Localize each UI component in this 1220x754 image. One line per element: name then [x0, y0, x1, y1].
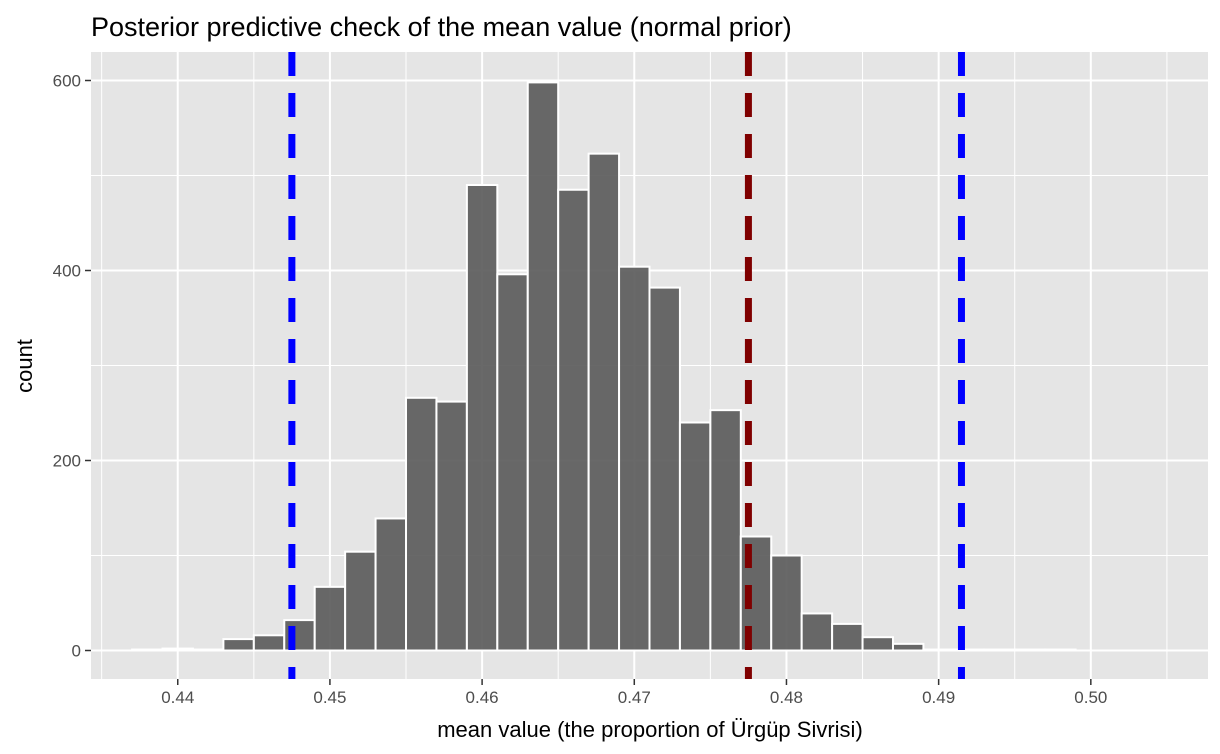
y-axis: 0 200 400 600 — [53, 72, 91, 661]
histogram-bar — [648, 286, 681, 652]
histogram-bar — [557, 188, 590, 652]
histogram-bar — [344, 550, 377, 652]
y-tick-label: 600 — [53, 72, 81, 91]
y-tick-label: 400 — [53, 262, 81, 281]
histogram-bar — [374, 517, 408, 652]
x-axis-title: mean value (the proportion of Ürgüp Sivr… — [437, 717, 863, 742]
histogram-bar — [618, 265, 651, 652]
histogram-bar — [800, 612, 834, 652]
x-tick-label: 0.46 — [466, 688, 499, 707]
histogram-bar — [587, 152, 621, 652]
histogram-bar — [1044, 648, 1077, 652]
reference-lines — [288, 52, 965, 679]
x-tick-label: 0.45 — [313, 688, 346, 707]
histogram-bar — [891, 642, 925, 652]
histogram-bar — [526, 81, 560, 652]
y-tick-label: 0 — [72, 642, 81, 661]
x-tick-label: 0.44 — [161, 688, 194, 707]
x-tick-label: 0.47 — [618, 688, 651, 707]
histogram-bar — [983, 648, 1016, 652]
histogram-bar — [678, 421, 712, 652]
y-axis-title: count — [12, 339, 37, 393]
x-tick-label: 0.48 — [770, 688, 803, 707]
histogram-bar — [313, 585, 347, 652]
histogram-bar — [831, 622, 864, 652]
histogram-bar — [861, 636, 894, 652]
histogram-bar — [405, 396, 438, 652]
histogram-bar — [222, 638, 255, 652]
x-tick-label: 0.49 — [922, 688, 955, 707]
histogram-bar — [435, 400, 468, 652]
histogram-bars — [131, 81, 1077, 652]
x-axis: 0.44 0.45 0.46 0.47 0.48 0.49 0.50 — [161, 679, 1107, 707]
histogram-bar — [496, 273, 529, 652]
histogram-bar — [770, 554, 803, 652]
x-tick-label: 0.50 — [1074, 688, 1107, 707]
chart-title: Posterior predictive check of the mean v… — [91, 12, 792, 42]
histogram-bar — [161, 647, 194, 652]
histogram-bar — [465, 184, 499, 652]
histogram-bar — [922, 648, 955, 652]
histogram-bar — [191, 648, 225, 652]
histogram-bar — [1013, 648, 1047, 652]
y-tick-label: 200 — [53, 452, 81, 471]
histogram-bar — [709, 409, 742, 652]
histogram-bar — [252, 634, 286, 652]
histogram-bar — [131, 648, 164, 652]
